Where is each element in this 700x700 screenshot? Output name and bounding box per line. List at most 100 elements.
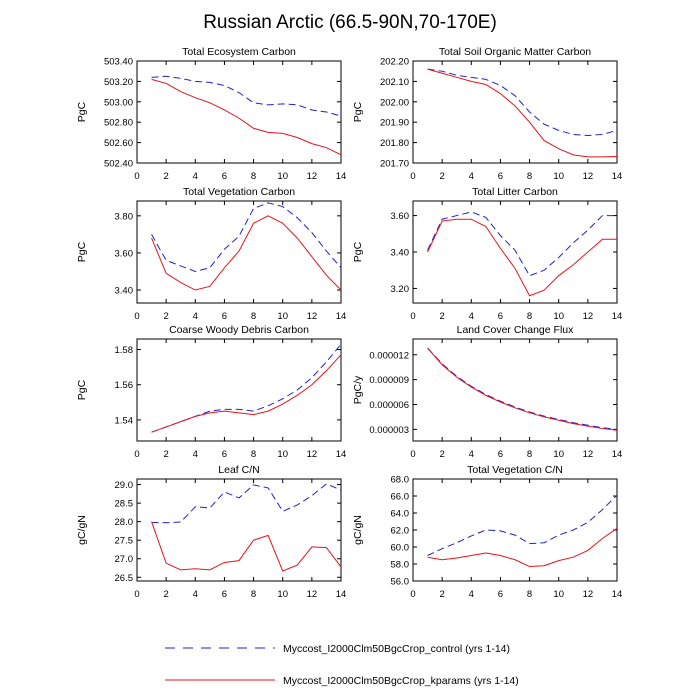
x-tick-label: 6 <box>222 449 227 460</box>
y-tick-label: 503.40 <box>104 57 133 68</box>
x-tick-label: 12 <box>307 589 318 600</box>
x-tick-label: 12 <box>583 589 594 600</box>
series-line-control <box>427 211 617 277</box>
x-tick-label: 4 <box>469 589 474 600</box>
x-tick-label: 0 <box>410 311 415 322</box>
plot-frame <box>136 338 342 442</box>
y-tick-label: 0.000012 <box>369 350 409 361</box>
y-axis-label: PgC <box>352 241 364 262</box>
series-line-kparams <box>151 215 342 291</box>
legend-label-control: Myccost_I2000Clm50BgcCrop_control (yrs 1… <box>283 643 510 655</box>
series-line-kparams <box>427 68 618 158</box>
y-tick-label: 1.56 <box>115 380 134 391</box>
x-tick-label: 12 <box>307 171 318 182</box>
x-tick-label: 14 <box>336 449 347 460</box>
x-tick-label: 4 <box>193 171 198 182</box>
x-tick-label: 2 <box>163 589 168 600</box>
x-tick-label: 6 <box>498 171 503 182</box>
x-tick-label: 10 <box>553 311 564 322</box>
x-tick-label: 8 <box>251 311 256 322</box>
x-tick-label: 0 <box>134 311 139 322</box>
series-line-control <box>151 343 342 433</box>
panel-3: Total Litter Carbon 0 2 4 6 8 10 12 14 3.20 3.40 3.… <box>352 186 622 322</box>
y-tick-label: 28.5 <box>115 499 134 510</box>
panel-0: Total Ecosystem Carbon 0 2 4 6 8 10 12 14 502.40 5… <box>76 46 346 182</box>
panel-title: Total Soil Organic Matter Carbon <box>439 46 591 58</box>
y-axis-label: gC/gN <box>76 515 88 545</box>
x-tick-label: 4 <box>469 449 474 460</box>
series-line-control <box>151 202 342 272</box>
y-axis-label: PgC <box>76 379 88 400</box>
y-tick-label: 56.0 <box>391 577 410 588</box>
panel-1: Total Soil Organic Matter Carbon 0 2 4 6 8 10 1… <box>352 46 622 182</box>
x-tick-label: 6 <box>498 311 503 322</box>
series-line-kparams <box>151 78 342 156</box>
y-axis-label: PgC <box>76 101 88 122</box>
panel-title: Leaf C/N <box>218 464 259 476</box>
x-tick-label: 8 <box>527 589 532 600</box>
y-tick-label: 503.20 <box>104 77 133 88</box>
x-tick-label: 2 <box>439 589 444 600</box>
x-tick-label: 0 <box>410 171 415 182</box>
x-tick-label: 10 <box>277 449 288 460</box>
x-tick-label: 8 <box>251 589 256 600</box>
y-tick-label: 3.40 <box>391 248 410 259</box>
y-tick-label: 503.00 <box>104 97 133 108</box>
panel-title: Total Ecosystem Carbon <box>182 46 296 58</box>
y-tick-label: 64.0 <box>391 509 410 520</box>
x-tick-label: 2 <box>439 311 444 322</box>
x-tick-label: 8 <box>527 171 532 182</box>
plot-frame <box>412 200 618 304</box>
panel-title: Land Cover Change Flux <box>457 324 574 336</box>
x-tick-label: 10 <box>553 589 564 600</box>
x-tick-label: 12 <box>307 311 318 322</box>
plot-frame <box>412 60 618 164</box>
y-tick-label: 26.5 <box>115 573 134 584</box>
series-line-kparams <box>427 347 618 431</box>
x-tick-label: 4 <box>469 311 474 322</box>
y-tick-label: 27.0 <box>115 554 134 565</box>
x-tick-label: 0 <box>134 171 139 182</box>
x-tick-label: 14 <box>612 171 623 182</box>
y-tick-label: 202.10 <box>380 77 409 88</box>
y-tick-label: 201.70 <box>380 159 409 170</box>
y-tick-label: 0.000006 <box>369 400 409 411</box>
x-tick-label: 8 <box>527 311 532 322</box>
y-tick-label: 201.80 <box>380 138 409 149</box>
x-tick-label: 12 <box>583 449 594 460</box>
x-tick-label: 12 <box>307 449 318 460</box>
series-line-kparams <box>151 521 342 572</box>
panel-4: Coarse Woody Debris Carbon 0 2 4 6 8 10 12 14 1.5… <box>76 324 346 460</box>
x-tick-label: 8 <box>527 449 532 460</box>
y-tick-label: 1.54 <box>115 415 134 426</box>
x-tick-label: 0 <box>134 589 139 600</box>
legend: Myccost_I2000Clm50BgcCrop_control (yrs 1… <box>165 643 519 687</box>
x-tick-label: 14 <box>336 171 347 182</box>
y-tick-label: 502.80 <box>104 118 133 129</box>
panel-5: Land Cover Change Flux 0 2 4 6 8 10 12 14 0.00000… <box>352 324 622 460</box>
figure-title: Russian Arctic (66.5-90N,70-170E) <box>203 12 497 33</box>
y-tick-label: 0.000003 <box>369 425 409 436</box>
x-tick-label: 0 <box>410 449 415 460</box>
x-tick-label: 14 <box>612 449 623 460</box>
y-tick-label: 3.40 <box>115 286 134 297</box>
x-tick-label: 14 <box>336 311 347 322</box>
plot-frame <box>136 200 342 304</box>
y-tick-label: 66.0 <box>391 492 410 503</box>
y-tick-label: 201.90 <box>380 118 409 129</box>
x-tick-label: 8 <box>251 171 256 182</box>
x-tick-label: 14 <box>336 589 347 600</box>
x-tick-label: 6 <box>222 589 227 600</box>
x-tick-label: 6 <box>222 171 227 182</box>
x-tick-label: 12 <box>583 171 594 182</box>
y-tick-label: 3.60 <box>115 248 134 259</box>
y-axis-label: gC/gN <box>352 515 364 545</box>
x-tick-label: 2 <box>439 449 444 460</box>
panel-7: Total Vegetation C/N 0 2 4 6 8 10 12 14 56.0 58.0 6… <box>352 464 622 600</box>
x-tick-label: 10 <box>277 311 288 322</box>
x-tick-label: 12 <box>583 311 594 322</box>
x-tick-label: 6 <box>222 311 227 322</box>
x-tick-label: 2 <box>439 171 444 182</box>
panel-2: Total Vegetation Carbon 0 2 4 6 8 10 12 14 3.40 3.… <box>76 186 346 322</box>
x-tick-label: 6 <box>498 589 503 600</box>
